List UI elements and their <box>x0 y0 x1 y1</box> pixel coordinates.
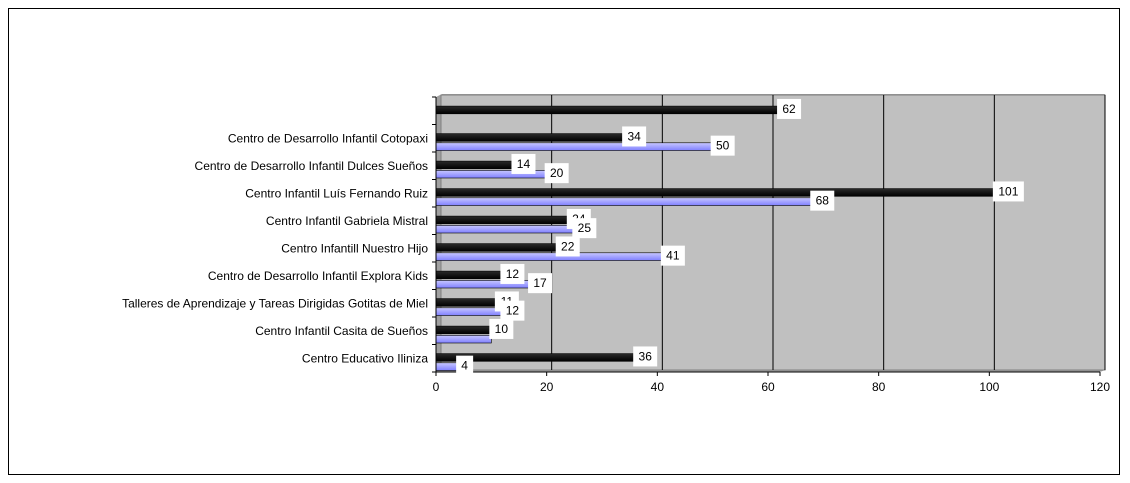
svg-text:12: 12 <box>506 267 520 281</box>
data-label: 12 <box>500 300 525 321</box>
bar-series-b <box>435 133 625 142</box>
bar-series-a <box>435 142 713 151</box>
x-tick-label: 100 <box>979 380 999 394</box>
data-label: 25 <box>572 218 597 239</box>
y-tick-label: Centro de Desarrollo Infantil Explora Ki… <box>208 269 428 283</box>
data-label: 50 <box>710 135 735 156</box>
svg-text:20: 20 <box>550 166 564 180</box>
svg-text:10: 10 <box>495 322 509 336</box>
bar-series-a <box>435 362 459 371</box>
bars <box>435 105 996 371</box>
bar-series-b <box>435 188 996 197</box>
svg-text:41: 41 <box>666 249 680 263</box>
data-label: 62 <box>777 98 802 119</box>
x-tick-label: 120 <box>1090 380 1110 394</box>
y-tick-label: Talleres de Aprendizaje y Tareas Dirigid… <box>122 296 428 310</box>
svg-text:22: 22 <box>561 239 575 253</box>
bar-series-a <box>435 252 664 261</box>
x-tick-label: 0 <box>433 380 440 394</box>
data-label: 10 <box>489 318 514 339</box>
svg-text:14: 14 <box>517 157 531 171</box>
y-tick-label: Centro de Desarrollo Infantil Dulces Sue… <box>195 159 428 173</box>
x-tick-label: 60 <box>761 380 775 394</box>
bar-series-a <box>435 225 575 234</box>
data-label: 17 <box>528 273 553 294</box>
svg-text:34: 34 <box>627 129 641 143</box>
y-tick-label: Centro Infantil Luís Fernando Ruiz <box>245 186 428 200</box>
grid-lines <box>551 95 1106 370</box>
bar-series-b <box>435 215 570 225</box>
data-label: 36 <box>633 346 658 367</box>
data-label: 68 <box>810 190 835 211</box>
data-label: 22 <box>555 236 580 257</box>
bar-series-b <box>435 243 559 252</box>
bar-series-b <box>435 270 503 280</box>
svg-text:12: 12 <box>506 304 520 318</box>
data-label: 12 <box>500 263 525 284</box>
svg-text:101: 101 <box>998 184 1018 198</box>
data-label: 20 <box>544 163 569 184</box>
svg-text:36: 36 <box>639 349 653 363</box>
svg-text:68: 68 <box>816 194 830 208</box>
y-axis: Centro Educativo Iliniza Centro Infantil … <box>122 96 437 373</box>
data-label: 34 <box>622 126 647 147</box>
y-tick-label: Centro Infantill Nuestro Hijo <box>281 241 428 255</box>
svg-text:25: 25 <box>578 221 592 235</box>
bar-series-b <box>435 160 514 170</box>
x-tick-label: 40 <box>651 380 665 394</box>
x-tick-label: 80 <box>872 380 886 394</box>
y-tick-label: Centro Educativo Iliniza <box>302 351 428 365</box>
x-tick-label: 20 <box>540 380 554 394</box>
y-tick-label: Centro Infantil Gabriela Mistral <box>266 214 428 228</box>
x-axis: 0 20 40 60 80 100 120 <box>433 371 1110 394</box>
svg-text:50: 50 <box>716 139 730 153</box>
data-label: 101 <box>992 181 1024 202</box>
bar-series-a <box>435 197 813 206</box>
y-tick-label: Centro Infantil Casita de Sueños <box>255 324 428 338</box>
y-tick-label: Centro de Desarrollo Infantil Cotopaxi <box>228 131 428 145</box>
data-label: 14 <box>511 153 536 174</box>
bar-series-b <box>435 298 498 307</box>
svg-text:17: 17 <box>533 276 547 290</box>
svg-text:62: 62 <box>782 102 796 116</box>
bar-series-a <box>435 307 503 316</box>
bar-series-b <box>435 105 780 115</box>
bar-series-b <box>435 325 492 335</box>
data-label: 41 <box>660 245 685 266</box>
svg-text:4: 4 <box>461 359 468 373</box>
data-labels: 623450142010168242522411217111210436 <box>456 98 1024 376</box>
bar-series-a <box>435 334 492 344</box>
data-label: 4 <box>456 355 474 376</box>
